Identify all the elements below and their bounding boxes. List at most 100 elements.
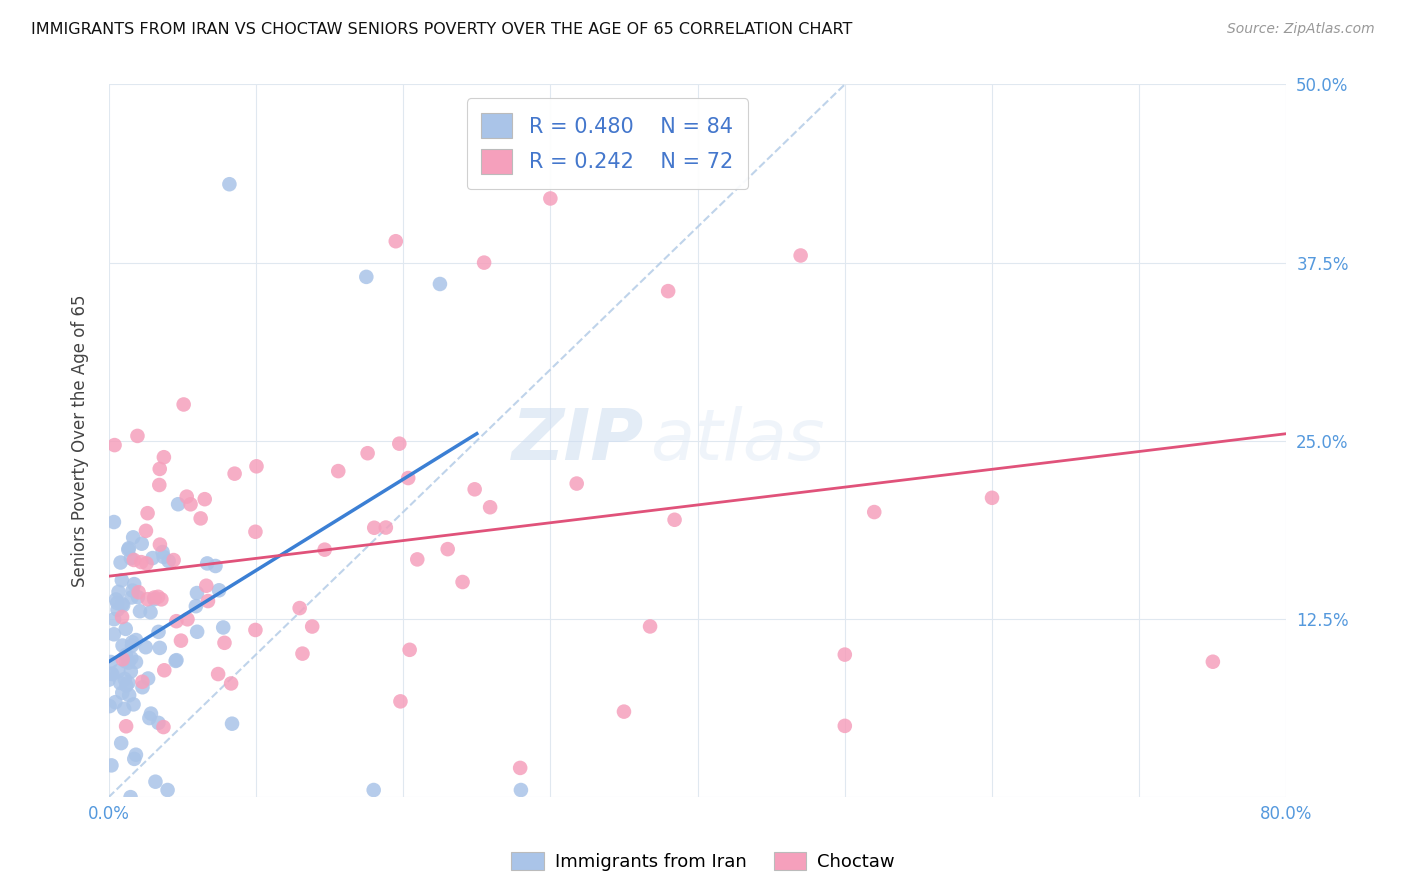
Point [152, 720, 174, 734]
Point [118, 541, 141, 556]
Point [149, 462, 172, 476]
Point [121, 591, 143, 605]
Point [208, 583, 231, 598]
Legend: Immigrants from Iran, Choctaw: Immigrants from Iran, Choctaw [505, 845, 901, 879]
Point [657, 284, 679, 298]
Point [120, 651, 142, 665]
Point [664, 513, 686, 527]
Point [157, 554, 180, 568]
Point [170, 633, 193, 648]
Point [194, 492, 217, 507]
Point [111, 597, 134, 611]
Point [103, 612, 125, 626]
Point [118, 688, 141, 702]
Point [167, 497, 190, 511]
Point [112, 702, 135, 716]
Point [149, 538, 172, 552]
Point [111, 686, 134, 700]
Point [195, 557, 218, 571]
Point [114, 672, 136, 686]
Point [156, 783, 179, 797]
Point [180, 497, 202, 511]
Legend: R = 0.480    N = 84, R = 0.242    N = 72: R = 0.480 N = 84, R = 0.242 N = 72 [467, 98, 748, 189]
Point [121, 639, 143, 653]
Point [638, 619, 661, 633]
Point [129, 555, 152, 569]
Point [363, 783, 385, 797]
Point [135, 557, 157, 571]
Point [479, 500, 502, 515]
Point [131, 674, 153, 689]
Point [165, 654, 187, 668]
Point [363, 521, 385, 535]
Point [117, 656, 139, 670]
Point [388, 436, 411, 450]
Point [125, 747, 148, 762]
Point [136, 672, 159, 686]
Point [328, 464, 350, 478]
Point [121, 635, 143, 649]
Point [149, 640, 172, 655]
Point [97, 673, 120, 687]
Point [127, 590, 149, 604]
Point [135, 524, 157, 538]
Point [218, 178, 240, 192]
Point [100, 758, 122, 772]
Point [122, 553, 145, 567]
Point [190, 511, 212, 525]
Point [356, 446, 378, 460]
Point [863, 505, 886, 519]
Point [301, 619, 323, 633]
Point [288, 601, 311, 615]
Point [374, 520, 396, 534]
Point [120, 665, 142, 679]
Point [212, 620, 235, 634]
Point [128, 585, 150, 599]
Point [101, 667, 124, 681]
Point [162, 553, 184, 567]
Point [245, 459, 267, 474]
Point [613, 705, 636, 719]
Point [139, 605, 162, 619]
Point [245, 623, 267, 637]
Point [115, 679, 138, 693]
Point [107, 584, 129, 599]
Point [436, 542, 458, 557]
Point [105, 592, 128, 607]
Point [176, 490, 198, 504]
Point [117, 676, 139, 690]
Point [111, 610, 134, 624]
Point [143, 591, 166, 605]
Point [117, 542, 139, 557]
Point [127, 429, 149, 443]
Point [103, 515, 125, 529]
Point [152, 549, 174, 564]
Point [107, 603, 129, 617]
Point [105, 596, 128, 610]
Point [834, 648, 856, 662]
Point [219, 676, 242, 690]
Point [122, 530, 145, 544]
Point [509, 783, 531, 797]
Point [214, 636, 236, 650]
Point [103, 627, 125, 641]
Point [406, 552, 429, 566]
Point [245, 524, 267, 539]
Point [148, 478, 170, 492]
Point [165, 614, 187, 628]
Point [396, 471, 419, 485]
Point [184, 599, 207, 614]
Point [451, 574, 474, 589]
Point [195, 579, 218, 593]
Point [111, 639, 134, 653]
Point [384, 234, 406, 248]
Point [138, 711, 160, 725]
Point [464, 483, 486, 497]
Point [981, 491, 1004, 505]
Point [472, 255, 495, 269]
Point [110, 556, 132, 570]
Point [100, 666, 122, 681]
Point [153, 450, 176, 465]
Point [107, 664, 129, 678]
Point [429, 277, 451, 291]
